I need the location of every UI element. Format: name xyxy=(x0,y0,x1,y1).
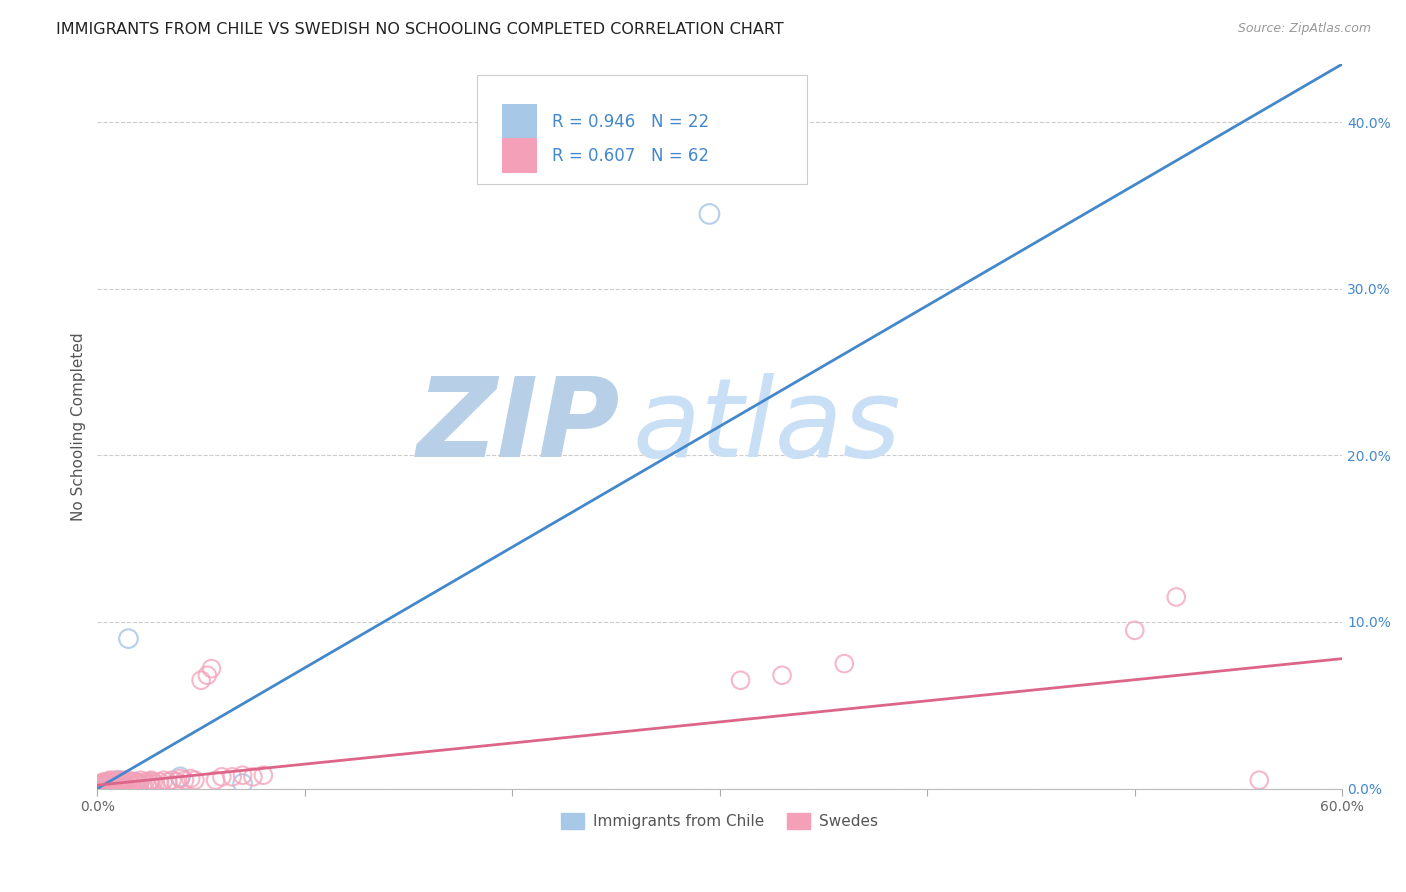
Point xyxy=(242,770,264,784)
Point xyxy=(832,657,855,671)
Point xyxy=(117,773,139,788)
Point xyxy=(93,778,115,792)
Text: atlas: atlas xyxy=(633,373,901,480)
Point xyxy=(141,773,163,788)
Point xyxy=(1123,624,1146,638)
Point xyxy=(770,668,793,682)
FancyBboxPatch shape xyxy=(502,138,537,173)
Point xyxy=(108,776,131,790)
Point xyxy=(97,775,120,789)
Point xyxy=(169,772,191,786)
Point xyxy=(1166,590,1188,604)
Point xyxy=(252,768,274,782)
Point xyxy=(125,775,148,789)
Point xyxy=(89,778,111,792)
Point xyxy=(232,776,254,790)
Point xyxy=(90,776,112,790)
Point xyxy=(101,775,124,789)
Point xyxy=(97,775,120,789)
Point xyxy=(98,776,121,790)
Point xyxy=(121,775,143,789)
Point xyxy=(101,778,124,792)
Point xyxy=(112,776,135,790)
Point xyxy=(94,776,117,790)
Point xyxy=(103,776,125,790)
Point xyxy=(111,778,134,792)
Point xyxy=(699,207,721,221)
Point xyxy=(108,773,131,788)
Point xyxy=(134,775,156,789)
Point xyxy=(173,773,195,788)
Point xyxy=(145,776,167,790)
Point xyxy=(93,775,115,789)
Point xyxy=(180,772,202,786)
Point xyxy=(124,778,146,792)
Point xyxy=(90,776,112,790)
Point xyxy=(128,776,150,790)
Point xyxy=(184,773,207,788)
Point xyxy=(97,778,120,792)
Y-axis label: No Schooling Completed: No Schooling Completed xyxy=(72,332,86,521)
Point xyxy=(152,773,174,788)
Point xyxy=(730,673,752,688)
Point xyxy=(138,775,160,789)
Point xyxy=(221,770,243,784)
Point xyxy=(111,775,134,789)
Point xyxy=(117,632,139,646)
Point xyxy=(142,775,165,789)
Text: R = 0.607   N = 62: R = 0.607 N = 62 xyxy=(551,146,709,165)
Point xyxy=(128,776,150,790)
Point xyxy=(105,776,128,790)
Point xyxy=(108,776,131,790)
Text: R = 0.946   N = 22: R = 0.946 N = 22 xyxy=(551,112,709,131)
Point xyxy=(149,775,172,789)
Point xyxy=(112,773,135,788)
Point xyxy=(136,778,159,792)
Point xyxy=(107,776,129,790)
Point xyxy=(1249,773,1271,788)
Point xyxy=(93,778,115,792)
Point xyxy=(211,770,233,784)
Point xyxy=(232,768,254,782)
Point xyxy=(120,776,142,790)
Point xyxy=(117,776,139,790)
Point xyxy=(129,773,152,788)
Point xyxy=(156,775,179,789)
Point xyxy=(165,775,187,789)
Point xyxy=(107,773,129,788)
Point xyxy=(112,776,135,790)
Text: ZIP: ZIP xyxy=(416,373,620,480)
FancyBboxPatch shape xyxy=(502,104,537,139)
Point xyxy=(132,776,155,790)
Point xyxy=(190,673,212,688)
FancyBboxPatch shape xyxy=(477,75,807,184)
Point xyxy=(94,776,117,790)
Point xyxy=(103,776,125,790)
Text: IMMIGRANTS FROM CHILE VS SWEDISH NO SCHOOLING COMPLETED CORRELATION CHART: IMMIGRANTS FROM CHILE VS SWEDISH NO SCHO… xyxy=(56,22,785,37)
Point xyxy=(169,770,191,784)
Point xyxy=(107,775,129,789)
Point xyxy=(204,773,226,788)
Point xyxy=(111,775,134,789)
Point xyxy=(105,775,128,789)
Point xyxy=(89,778,111,792)
Legend: Immigrants from Chile, Swedes: Immigrants from Chile, Swedes xyxy=(555,807,884,835)
Point xyxy=(101,778,124,792)
Point xyxy=(103,773,125,788)
Point xyxy=(101,775,124,789)
Point xyxy=(97,778,120,792)
Point xyxy=(160,773,183,788)
Point xyxy=(200,662,222,676)
Point xyxy=(115,778,138,792)
Point xyxy=(195,668,218,682)
Point xyxy=(107,778,129,792)
Point xyxy=(138,776,160,790)
Point xyxy=(98,773,121,788)
Text: Source: ZipAtlas.com: Source: ZipAtlas.com xyxy=(1237,22,1371,36)
Point xyxy=(124,775,146,789)
Point xyxy=(98,776,121,790)
